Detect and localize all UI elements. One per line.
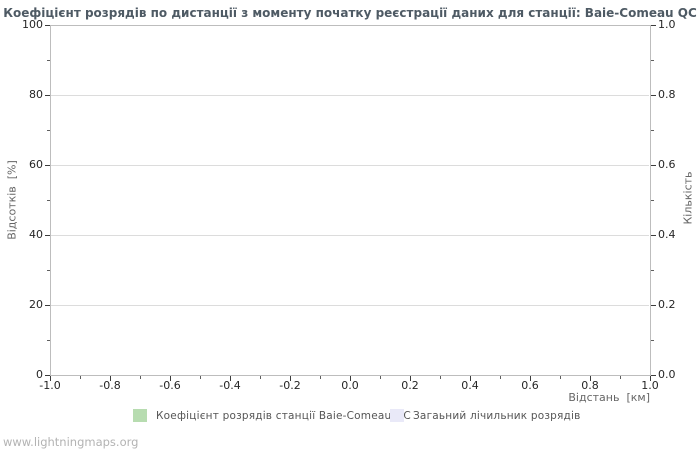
left-axis-tick [45, 235, 50, 236]
right-axis-title: Кількість [681, 171, 695, 225]
bottom-axis-title: Відстань [км] [568, 391, 650, 404]
legend-item: Загаьний лічильник розрядів [390, 409, 581, 422]
right-axis-minor-tick [651, 130, 654, 131]
bottom-axis-tick [170, 376, 171, 381]
bottom-axis-minor-tick [440, 376, 441, 379]
right-axis-tick [651, 305, 656, 306]
left-axis-minor-tick [47, 200, 50, 201]
bottom-axis-tick-label: -0.8 [99, 379, 121, 392]
gridline [51, 235, 649, 236]
bottom-axis-tick [590, 376, 591, 381]
watermark: www.lightningmaps.org [3, 435, 139, 449]
left-axis-tick-label: 40 [29, 228, 43, 241]
bottom-axis-minor-tick [560, 376, 561, 379]
left-axis-tick-label: 60 [29, 158, 43, 171]
bottom-axis-minor-tick [200, 376, 201, 379]
right-axis-tick [651, 165, 656, 166]
gridline [51, 95, 649, 96]
bottom-axis-tick [530, 376, 531, 381]
gridline [51, 165, 649, 166]
right-axis-minor-tick [651, 270, 654, 271]
right-axis-minor-tick [651, 200, 654, 201]
bottom-axis-tick-label: 0.4 [461, 379, 479, 392]
bottom-axis-minor-tick [380, 376, 381, 379]
bottom-axis-tick [410, 376, 411, 381]
bottom-axis-minor-tick [320, 376, 321, 379]
left-axis-tick [45, 95, 50, 96]
bottom-axis-tick [470, 376, 471, 381]
left-axis-tick-label: 20 [29, 298, 43, 311]
right-axis-tick-label: 0.4 [658, 228, 676, 241]
bottom-axis-tick-label: 0.6 [521, 379, 539, 392]
right-axis-tick [651, 95, 656, 96]
left-axis-minor-tick [47, 130, 50, 131]
right-axis-minor-tick [651, 340, 654, 341]
right-axis-tick [651, 375, 656, 376]
right-axis-minor-tick [651, 60, 654, 61]
left-axis-tick [45, 25, 50, 26]
bottom-axis-tick-label: 0.0 [341, 379, 359, 392]
bottom-axis-minor-tick [260, 376, 261, 379]
legend-label: Загаьний лічильник розрядів [413, 409, 581, 422]
right-axis-tick-label: 0.6 [658, 158, 676, 171]
bottom-axis-tick [290, 376, 291, 381]
bottom-axis-tick-label: -1.0 [39, 379, 61, 392]
right-axis-tick-label: 0.8 [658, 88, 676, 101]
left-axis-minor-tick [47, 340, 50, 341]
bottom-axis-tick-label: -0.4 [219, 379, 241, 392]
bottom-axis-minor-tick [140, 376, 141, 379]
left-axis-tick-label: 0 [36, 368, 43, 381]
bottom-axis-tick-label: 0.8 [581, 379, 599, 392]
bottom-axis-tick [230, 376, 231, 381]
bottom-axis-tick [110, 376, 111, 381]
left-axis-minor-tick [47, 60, 50, 61]
left-axis-minor-tick [47, 270, 50, 271]
left-axis-tick [45, 305, 50, 306]
left-axis-tick-label: 80 [29, 88, 43, 101]
legend-item: Коефіцієнт розрядів станції Baie-Comeau … [133, 409, 411, 422]
bottom-axis-tick-label: 0.2 [401, 379, 419, 392]
plot-area [50, 25, 651, 376]
bottom-axis-tick [50, 376, 51, 381]
bottom-axis-tick [350, 376, 351, 381]
right-axis-tick-label: 0.2 [658, 298, 676, 311]
left-axis-tick [45, 165, 50, 166]
left-axis-tick-label: 100 [22, 18, 43, 31]
legend-swatch [133, 409, 147, 422]
right-axis-tick [651, 235, 656, 236]
bottom-axis-minor-tick [80, 376, 81, 379]
bottom-axis-tick-label: 1.0 [641, 379, 659, 392]
bottom-axis-tick-label: -0.2 [279, 379, 301, 392]
legend-label: Коефіцієнт розрядів станції Baie-Comeau … [156, 409, 411, 422]
left-axis-tick [45, 375, 50, 376]
legend-swatch [390, 409, 404, 422]
bottom-axis-minor-tick [620, 376, 621, 379]
bottom-axis-tick-label: -0.6 [159, 379, 181, 392]
left-axis-title: Відсотків [%] [5, 160, 19, 240]
right-axis-tick-label: 0.0 [658, 368, 676, 381]
bottom-axis-minor-tick [500, 376, 501, 379]
bottom-axis-tick [650, 376, 651, 381]
right-axis-tick-label: 1.0 [658, 18, 676, 31]
gridline [51, 305, 649, 306]
right-axis-tick [651, 25, 656, 26]
chart-title: Коефіцієнт розрядів по дистанції з момен… [3, 6, 697, 20]
